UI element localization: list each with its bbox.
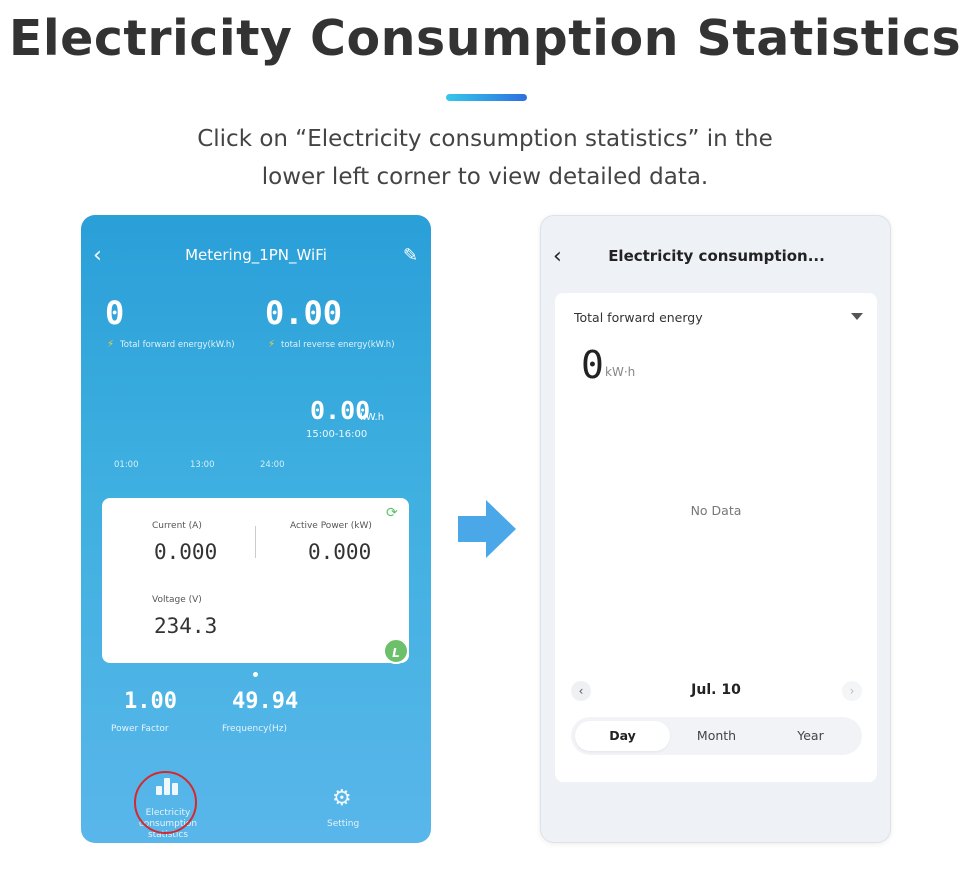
lightning-icon: ⚡ xyxy=(268,339,276,350)
device-screen-right: ‹ Electricity consumption... Total forwa… xyxy=(540,215,891,843)
gear-icon[interactable]: ⚙ xyxy=(332,786,352,811)
time-tick: 13:00 xyxy=(190,460,215,470)
next-date-button[interactable]: › xyxy=(842,681,862,701)
device-title: Metering_1PN_WiFi xyxy=(185,246,327,264)
power-factor-value: 1.00 xyxy=(124,689,177,714)
current-energy-value: 0.00 xyxy=(310,396,371,425)
reverse-energy-label-text: total reverse energy(kW.h) xyxy=(281,340,395,350)
active-power-value: 0.000 xyxy=(308,540,372,564)
frequency-label: Frequency(Hz) xyxy=(222,724,288,734)
tab-day[interactable]: Day xyxy=(575,721,670,751)
card-divider xyxy=(255,526,256,558)
page-title: Electricity Consumption Statistics xyxy=(8,10,962,67)
subtitle: Click on “Electricity consumption statis… xyxy=(0,120,970,196)
prev-date-button[interactable]: ‹ xyxy=(571,681,591,701)
reverse-energy-label: ⚡ total reverse energy(kW.h) xyxy=(268,339,395,350)
lightning-icon: ⚡ xyxy=(107,339,115,350)
statistics-card: Total forward energy 0 kW·h No Data ‹ Ju… xyxy=(555,293,877,782)
chevron-left-icon[interactable]: ‹ xyxy=(553,244,562,269)
refresh-icon[interactable]: ⟳ xyxy=(386,505,398,521)
title-underline xyxy=(446,94,527,101)
nav-setting[interactable]: Setting xyxy=(327,819,360,829)
voltage-value: 234.3 xyxy=(154,614,218,638)
active-power-label: Active Power (kW) xyxy=(290,521,372,531)
nav-stats-line-3: statistics xyxy=(147,830,189,840)
energy-value: 0 xyxy=(581,343,604,387)
time-tick: 01:00 xyxy=(114,460,139,470)
forward-energy-value: 0 xyxy=(105,294,125,332)
screen-title: Electricity consumption... xyxy=(608,247,825,265)
chevron-left-icon[interactable]: ‹ xyxy=(93,243,102,268)
tab-month[interactable]: Month xyxy=(696,728,737,743)
period-segmented-control: Day Month Year xyxy=(571,717,862,755)
tab-year[interactable]: Year xyxy=(797,728,824,743)
no-data-text: No Data xyxy=(690,503,742,518)
caret-down-icon[interactable] xyxy=(851,313,863,320)
current-value: 0.000 xyxy=(154,540,218,564)
time-tick: 24:00 xyxy=(260,460,285,470)
arrow-right-icon xyxy=(458,500,516,558)
power-factor-label: Power Factor xyxy=(111,724,169,734)
current-energy-unit: kW.h xyxy=(360,412,385,423)
pencil-icon[interactable]: ✎ xyxy=(403,245,419,266)
frequency-value: 49.94 xyxy=(232,689,299,714)
measurement-card: Current (A) 0.000 Active Power (kW) 0.00… xyxy=(102,498,409,663)
voltage-label: Voltage (V) xyxy=(152,595,202,605)
current-date: Jul. 10 xyxy=(691,682,741,698)
current-energy-time: 15:00-16:00 xyxy=(306,429,368,440)
forward-energy-label: ⚡ Total forward energy(kW.h) xyxy=(107,339,235,350)
subtitle-line-2: lower left corner to view detailed data. xyxy=(261,164,709,190)
device-screen-left: ‹ Metering_1PN_WiFi ✎ 0 0.00 ⚡ Total forw… xyxy=(81,215,431,843)
energy-type-dropdown[interactable]: Total forward energy xyxy=(574,310,703,325)
subtitle-line-1: Click on “Electricity consumption statis… xyxy=(197,126,773,152)
highlight-circle xyxy=(134,771,197,834)
phase-badge: L xyxy=(383,638,409,664)
current-label: Current (A) xyxy=(152,521,202,531)
reverse-energy-value: 0.00 xyxy=(265,294,343,332)
page-indicator-dot xyxy=(253,672,258,677)
energy-unit: kW·h xyxy=(605,365,636,379)
forward-energy-label-text: Total forward energy(kW.h) xyxy=(120,340,235,350)
